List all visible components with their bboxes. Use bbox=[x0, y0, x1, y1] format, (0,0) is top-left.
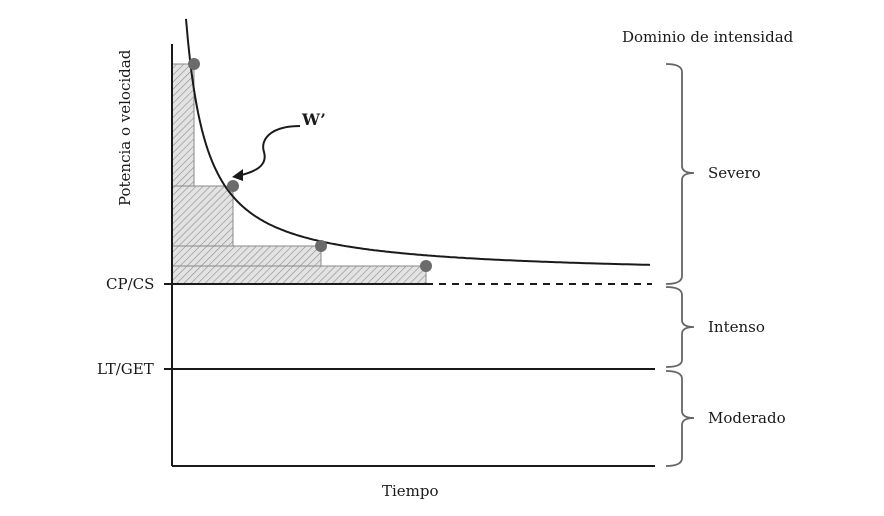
diagram-title: Dominio de intensidad bbox=[622, 28, 794, 46]
w-prime-area-4 bbox=[171, 265, 427, 285]
cp-threshold-label: CP/CS bbox=[106, 275, 155, 293]
curve-point-1 bbox=[188, 58, 200, 70]
brace-severe bbox=[665, 63, 695, 285]
y-axis-label: Potencia o velocidad bbox=[116, 49, 134, 206]
domain-severe-label: Severo bbox=[708, 164, 761, 182]
lt-threshold-label: LT/GET bbox=[97, 360, 154, 378]
curve-point-2 bbox=[227, 180, 239, 192]
domain-moderate-label: Moderado bbox=[708, 409, 786, 427]
domain-heavy-label: Intenso bbox=[708, 318, 765, 336]
w-prime-label: W’ bbox=[302, 110, 326, 129]
brace-moderate bbox=[665, 370, 695, 467]
w-prime-arrow bbox=[236, 125, 301, 177]
curve-point-4 bbox=[420, 260, 432, 272]
w-prime-arrowhead-icon bbox=[232, 169, 243, 181]
x-axis-label: Tiempo bbox=[382, 482, 439, 500]
power-duration-curve bbox=[185, 18, 651, 266]
brace-heavy bbox=[665, 286, 695, 368]
curve-point-3 bbox=[315, 240, 327, 252]
